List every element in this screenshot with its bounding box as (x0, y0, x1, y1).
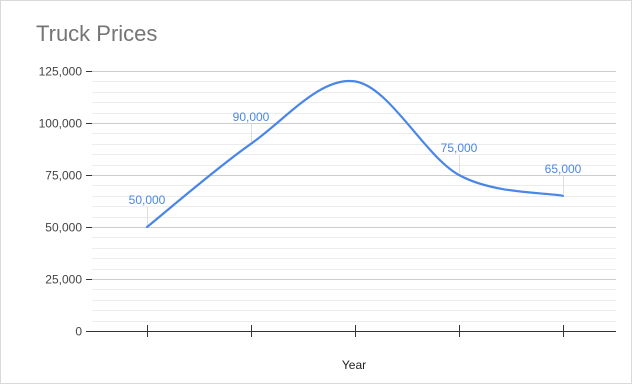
y-tick-label: 100,000 (39, 117, 83, 131)
data-labels: 50,000 90,000 75,000 65,000 (129, 110, 582, 225)
y-tick-label: 125,000 (39, 65, 83, 79)
series (145, 79, 565, 229)
data-label: 90,000 (233, 110, 270, 124)
grid-lines (92, 71, 616, 322)
axes: 0 25,000 50,000 75,000 100,000 125,000 (39, 65, 616, 339)
y-tick-label: 75,000 (45, 169, 82, 183)
y-tick-label: 0 (75, 325, 82, 339)
y-tick-label: 50,000 (45, 221, 82, 235)
data-label: 65,000 (545, 162, 582, 176)
series-line (145, 79, 565, 229)
chart-title: Truck Prices (36, 21, 158, 46)
data-label: 75,000 (441, 141, 478, 155)
x-axis-title: Year (342, 358, 366, 372)
data-label: 50,000 (129, 193, 166, 207)
y-tick-label: 25,000 (45, 273, 82, 287)
